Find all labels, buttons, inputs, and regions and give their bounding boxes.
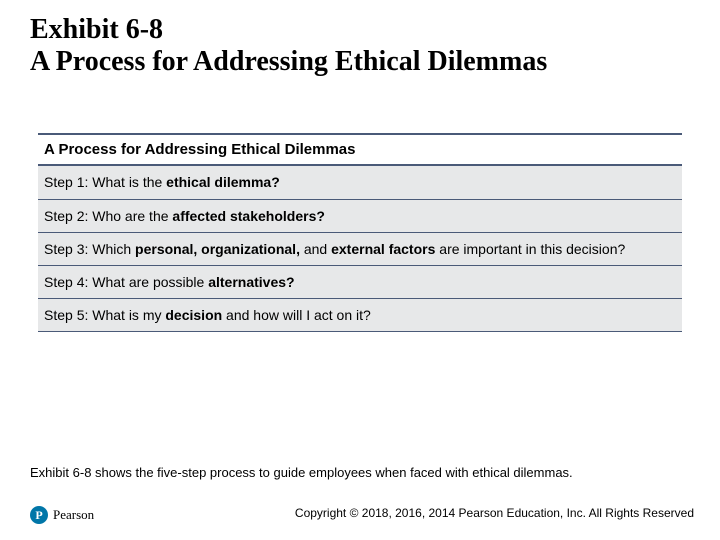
logo-circle-icon: P: [30, 506, 48, 524]
step-4-cell: Step 4: What are possible alternatives?: [38, 265, 682, 298]
table-header: A Process for Addressing Ethical Dilemma…: [38, 134, 682, 165]
slide-title: Exhibit 6-8 A Process for Addressing Eth…: [0, 0, 720, 78]
logo-letter: P: [35, 509, 42, 521]
step-5-cell: Step 5: What is my decision and how will…: [38, 299, 682, 332]
step-2-cell: Step 2: Who are the affected stakeholder…: [38, 199, 682, 232]
step-1-cell: Step 1: What is the ethical dilemma?: [38, 165, 682, 199]
title-line-1: Exhibit 6-8: [30, 14, 690, 46]
table-row: Step 4: What are possible alternatives?: [38, 265, 682, 298]
table-row: Step 5: What is my decision and how will…: [38, 299, 682, 332]
table-row: Step 3: Which personal, organizational, …: [38, 232, 682, 265]
table-row: Step 1: What is the ethical dilemma?: [38, 165, 682, 199]
table-row: Step 2: Who are the affected stakeholder…: [38, 199, 682, 232]
step-3-cell: Step 3: Which personal, organizational, …: [38, 232, 682, 265]
pearson-logo: P Pearson: [30, 506, 94, 524]
footer-caption: Exhibit 6-8 shows the five-step process …: [30, 464, 660, 482]
process-table: A Process for Addressing Ethical Dilemma…: [38, 133, 682, 332]
copyright-text: Copyright © 2018, 2016, 2014 Pearson Edu…: [295, 506, 694, 520]
process-table-container: A Process for Addressing Ethical Dilemma…: [38, 133, 682, 332]
title-line-2: A Process for Addressing Ethical Dilemma…: [30, 46, 690, 78]
logo-brand-name: Pearson: [53, 507, 94, 523]
